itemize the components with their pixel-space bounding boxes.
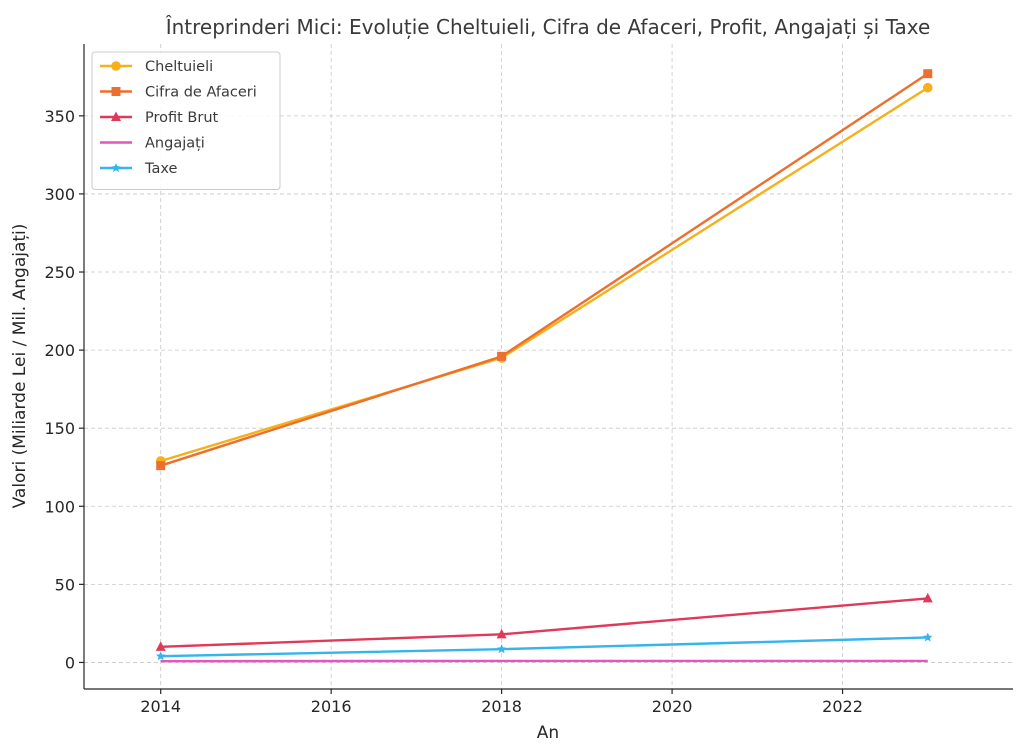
x-tick-label: 2020 bbox=[652, 697, 693, 716]
y-tick-label: 0 bbox=[65, 653, 75, 672]
legend-entry: Cifra de Afaceri bbox=[100, 85, 257, 101]
x-axis-label: An bbox=[537, 723, 559, 743]
x-tick-label: 2018 bbox=[481, 697, 522, 716]
legend-entry: Cheltuieli bbox=[100, 59, 213, 75]
y-tick-label: 300 bbox=[44, 185, 75, 204]
data-point bbox=[923, 69, 933, 79]
series-line bbox=[160, 636, 928, 658]
chart-title: Întreprinderi Mici: Evoluție Cheltuieli,… bbox=[165, 15, 931, 39]
legend-marker bbox=[111, 87, 121, 96]
x-tick-label: 2022 bbox=[822, 697, 863, 716]
y-tick-label: 150 bbox=[44, 419, 75, 438]
grid bbox=[84, 44, 1013, 689]
x-tick-label: 2014 bbox=[140, 697, 181, 716]
data-point bbox=[155, 651, 166, 661]
data-point bbox=[922, 82, 933, 93]
legend-label: Taxe bbox=[144, 161, 177, 177]
legend-label: Angajați bbox=[145, 136, 205, 152]
series-4 bbox=[155, 632, 933, 661]
axes: 2014 2016 2018 2020 2022 0 50 100 150 200 250 300 35… bbox=[44, 44, 1013, 716]
legend-marker bbox=[111, 163, 121, 173]
data-point bbox=[496, 628, 507, 639]
data-point bbox=[497, 351, 507, 361]
data-point bbox=[922, 592, 933, 603]
data-point bbox=[155, 641, 166, 651]
series-1 bbox=[156, 69, 933, 471]
legend-entry: Profit Brut bbox=[100, 110, 219, 126]
y-tick-label: 200 bbox=[44, 341, 75, 360]
x-tick-label: 2016 bbox=[311, 697, 352, 716]
data-point bbox=[156, 461, 166, 471]
legend-label: Profit Brut bbox=[145, 110, 219, 126]
y-axis-label: Valori (Miliarde Lei / Mil. Angajați) bbox=[10, 224, 30, 509]
legend: Cheltuieli Cifra de Afaceri Profit Brut Ang… bbox=[91, 51, 281, 190]
legend-entry: Angajați bbox=[100, 136, 205, 152]
y-tick-label: 50 bbox=[55, 575, 75, 594]
data-point bbox=[496, 644, 507, 654]
legend-label: Cifra de Afaceri bbox=[145, 85, 257, 101]
y-tick-label: 350 bbox=[44, 107, 75, 126]
series-layer bbox=[155, 69, 933, 663]
legend-entry: Taxe bbox=[100, 161, 177, 177]
legend-box bbox=[91, 51, 281, 190]
y-tick-label: 100 bbox=[44, 497, 75, 516]
legend-label: Cheltuieli bbox=[145, 59, 213, 75]
data-point bbox=[923, 632, 933, 642]
legend-marker bbox=[111, 111, 121, 121]
legend-marker bbox=[111, 61, 121, 71]
series-2 bbox=[155, 592, 933, 651]
y-tick-label: 250 bbox=[44, 263, 75, 282]
